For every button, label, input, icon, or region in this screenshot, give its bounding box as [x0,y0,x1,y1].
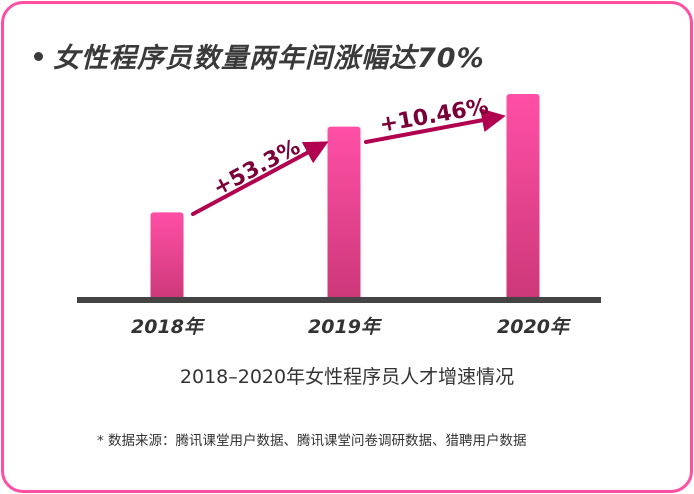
x-tick-label: 2020年 [497,316,572,338]
bar-0 [150,212,184,300]
growth-arrow-2 [364,108,506,144]
growth-label-2: +10.46% [378,94,491,138]
x-tick-label: 2018年 [131,316,206,338]
baseline [77,297,601,303]
chart-title: 女性程序员数量两年间涨幅达70% [53,43,485,74]
chart-caption: 2018–2020年女性程序员人才增速情况 [179,366,515,388]
x-tick-label: 2019年 [308,316,383,338]
growth-label-1: +53.3% [209,135,304,202]
bar-2 [506,94,540,300]
data-source-footnote: * 数据来源：腾讯课堂用户数据、腾讯课堂问卷调研数据、猎聘用户数据 [97,433,527,449]
bullet-icon [34,52,43,61]
bar-1 [327,126,361,300]
growth-arrow-1 [191,141,329,216]
chart-title-row: 女性程序员数量两年间涨幅达70% [34,36,485,75]
